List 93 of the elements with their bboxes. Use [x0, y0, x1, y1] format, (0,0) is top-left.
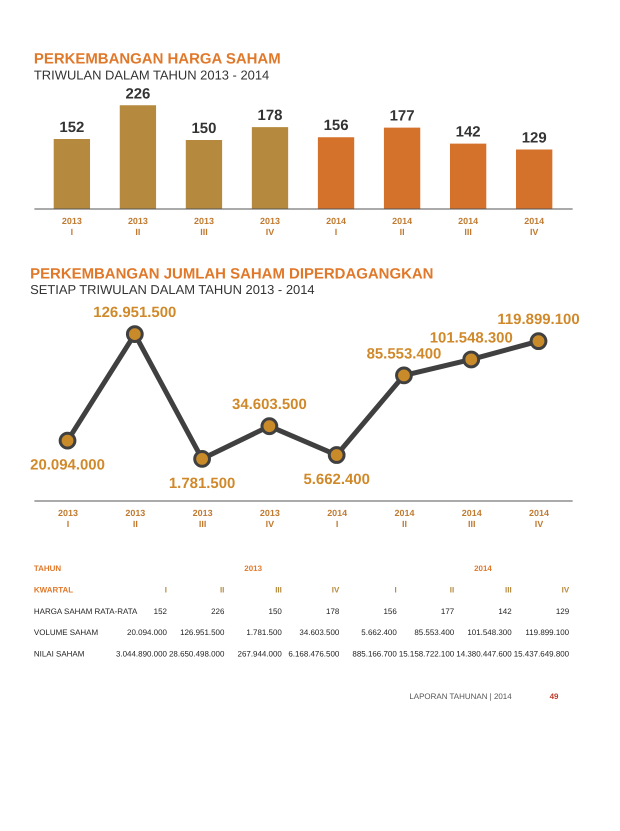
data-label: 101.548.300 [430, 330, 513, 347]
text: 267.944.000 [238, 649, 282, 658]
x-tick-label: 2014 III [458, 216, 478, 237]
bar [120, 105, 156, 208]
data-label: 150 [191, 120, 216, 137]
text: VOLUME SAHAM [34, 628, 98, 638]
point [260, 417, 278, 436]
point [462, 350, 480, 368]
bar [54, 139, 90, 208]
chart-title: PERKEMBANGAN HARGA SAHAM [34, 50, 281, 68]
data-label: 226 [125, 85, 150, 102]
point [126, 325, 144, 344]
data-label: 119.899.100 [497, 311, 580, 328]
point [193, 450, 211, 468]
x-tick-label: 2013 II [128, 216, 148, 237]
x-tick-label: 2014 I [327, 508, 348, 529]
text: 2013 [244, 564, 263, 574]
x-tick-label: 2013 I [62, 216, 82, 237]
bar [450, 144, 486, 208]
text: 49 [550, 692, 560, 702]
x-tick-label: 2014 II [392, 216, 412, 237]
text: 119.899.100 [525, 628, 570, 638]
data-label: 177 [390, 108, 415, 125]
category-label: II [220, 585, 224, 594]
x-tick-label: 2014 II [394, 508, 414, 529]
data-label: 34.603.500 [232, 396, 307, 414]
category-label: IV [562, 585, 570, 594]
text: 885.166.700 [352, 649, 397, 658]
text: 150 [268, 606, 282, 616]
text: 152 [154, 606, 167, 616]
x-tick-label: 2013 III [194, 216, 214, 237]
text: LAPORAN TAHUNAN | 2014 [409, 692, 512, 702]
data-label: 20.094.000 [30, 456, 105, 474]
data-label: 178 [258, 107, 282, 124]
text: 20.094.000 [127, 628, 167, 638]
text: 6.168.476.500 [288, 649, 340, 658]
text: 15.158.722.100 [398, 649, 454, 658]
x-tick-label: 2013 II [125, 508, 146, 529]
data-label: 129 [522, 130, 547, 147]
point [58, 432, 76, 450]
x-tick-label: 2013 III [192, 508, 213, 529]
point [530, 332, 548, 350]
text: 129 [556, 606, 570, 616]
x-tick-label: 2014 IV [529, 508, 549, 529]
text: 85.553.400 [414, 628, 454, 638]
category-label: I [394, 585, 397, 594]
text: 14.380.447.600 [456, 649, 512, 658]
text: 28.650.498.000 [168, 649, 224, 658]
point [395, 366, 413, 384]
text: 15.437.649.800 [514, 649, 570, 658]
text: 2014 [474, 564, 492, 574]
x-tick-label: 2014 I [326, 216, 346, 237]
text: 5.662.400 [361, 628, 397, 638]
chart-subtitle: SETIAP TRIWULAN DALAM TAHUN 2013 - 2014 [30, 282, 315, 298]
text: 101.548.300 [467, 628, 512, 638]
category-label: III [505, 585, 512, 594]
x-tick-label: 2013 IV [260, 216, 280, 237]
chart-subtitle: TRIWULAN DALAM TAHUN 2013 - 2014 [34, 67, 270, 82]
bar [384, 128, 420, 208]
text: TAHUN [34, 564, 62, 574]
bar [516, 150, 552, 208]
point [328, 446, 346, 464]
data-label: 85.553.400 [366, 345, 442, 362]
x-tick-label: 2014 III [462, 508, 482, 529]
x-tick-label: 2014 IV [524, 216, 544, 237]
data-label: 1.781.500 [168, 474, 236, 492]
text: 226 [211, 606, 224, 616]
data-label: 152 [59, 119, 84, 136]
category-label: II [450, 585, 454, 594]
bar [318, 137, 354, 208]
text: 3.044.890.000 [116, 649, 167, 658]
category-label: IV [332, 585, 340, 594]
text: 142 [498, 606, 512, 616]
text: 178 [326, 606, 340, 616]
chart-title: PERKEMBANGAN JUMLAH SAHAM DIPERDAGANGKAN [30, 265, 434, 282]
category-label: III [275, 585, 282, 594]
category-label: I [164, 585, 167, 594]
text: 1.781.500 [246, 628, 282, 638]
text: 34.603.500 [299, 628, 340, 638]
text: 177 [440, 606, 454, 616]
data-label: 142 [456, 124, 481, 141]
text: HARGA SAHAM RATA-RATA [34, 606, 138, 616]
text: KWARTAL [34, 585, 74, 594]
bar [252, 127, 288, 208]
text: NILAI SAHAM [34, 649, 84, 658]
data-label: 156 [324, 117, 349, 134]
data-label: 5.662.400 [303, 470, 370, 488]
text: 126.951.500 [180, 628, 224, 638]
data-label: 126.951.500 [93, 304, 176, 322]
x-tick-label: 2013 I [58, 508, 78, 529]
text: 156 [383, 606, 397, 616]
x-tick-label: 2013 IV [260, 508, 280, 529]
bar [186, 140, 222, 208]
